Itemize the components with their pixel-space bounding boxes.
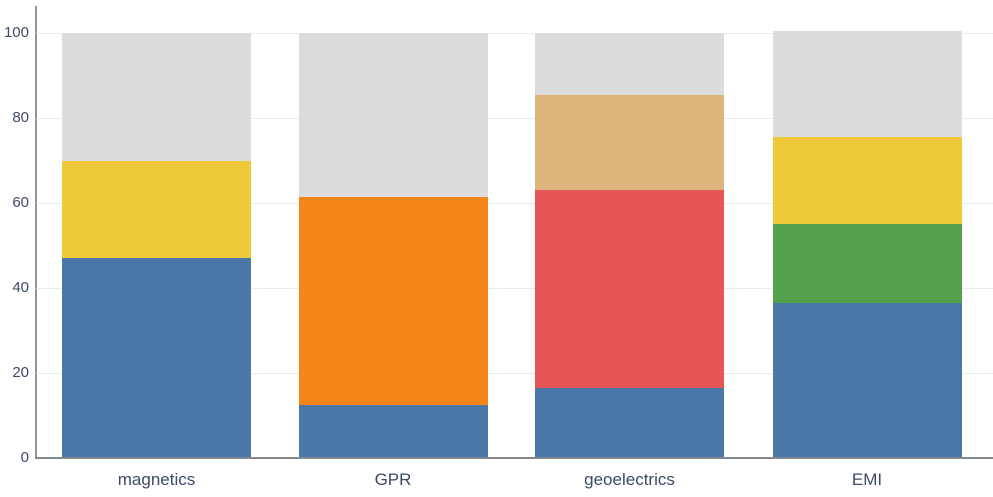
- bar-EMI-segment-yellow: [772, 137, 962, 225]
- gridline-y-20: [36, 372, 993, 374]
- bar-EMI-segment-green: [772, 224, 962, 303]
- y-axis-tick-label: 40: [12, 279, 29, 296]
- bar-geoelectrics-segment-red: [535, 190, 724, 388]
- bar-GPR-segment-orange: [298, 196, 488, 405]
- y-axis-tick-label: 0: [20, 449, 29, 466]
- bar-magnetics-segment-yellow: [62, 160, 251, 259]
- y-axis-tick-label: 60: [12, 194, 29, 211]
- bar-geoelectrics-segment-blue: [535, 387, 724, 458]
- y-axis-tick-label: 100: [3, 24, 29, 41]
- bar-magnetics-segment-gray: [62, 33, 251, 161]
- bar-GPR-segment-gray: [298, 33, 488, 197]
- bar-magnetics-segment-blue: [62, 258, 251, 458]
- x-axis-category-label-GPR: GPR: [374, 470, 412, 489]
- bar-EMI-segment-gray: [772, 30, 962, 138]
- gridline-y-60: [36, 202, 993, 204]
- y-axis-line: [35, 6, 37, 458]
- gridline-y-100: [36, 32, 993, 34]
- y-axis-tick-label: 20: [12, 364, 29, 381]
- x-axis-category-label-EMI: EMI: [851, 470, 883, 489]
- x-axis-category-label-magnetics: magnetics: [117, 470, 196, 489]
- x-axis-baseline: [35, 457, 993, 459]
- bar-EMI-segment-blue: [772, 302, 962, 458]
- bar-geoelectrics-segment-tan: [535, 94, 724, 191]
- gridline-y-80: [36, 117, 993, 119]
- bar-GPR-segment-blue: [298, 404, 488, 458]
- gridline-y-40: [36, 287, 993, 289]
- y-axis-tick-label: 80: [12, 109, 29, 126]
- bar-geoelectrics-segment-gray: [535, 33, 724, 95]
- x-axis-category-label-geoelectrics: geoelectrics: [584, 470, 675, 489]
